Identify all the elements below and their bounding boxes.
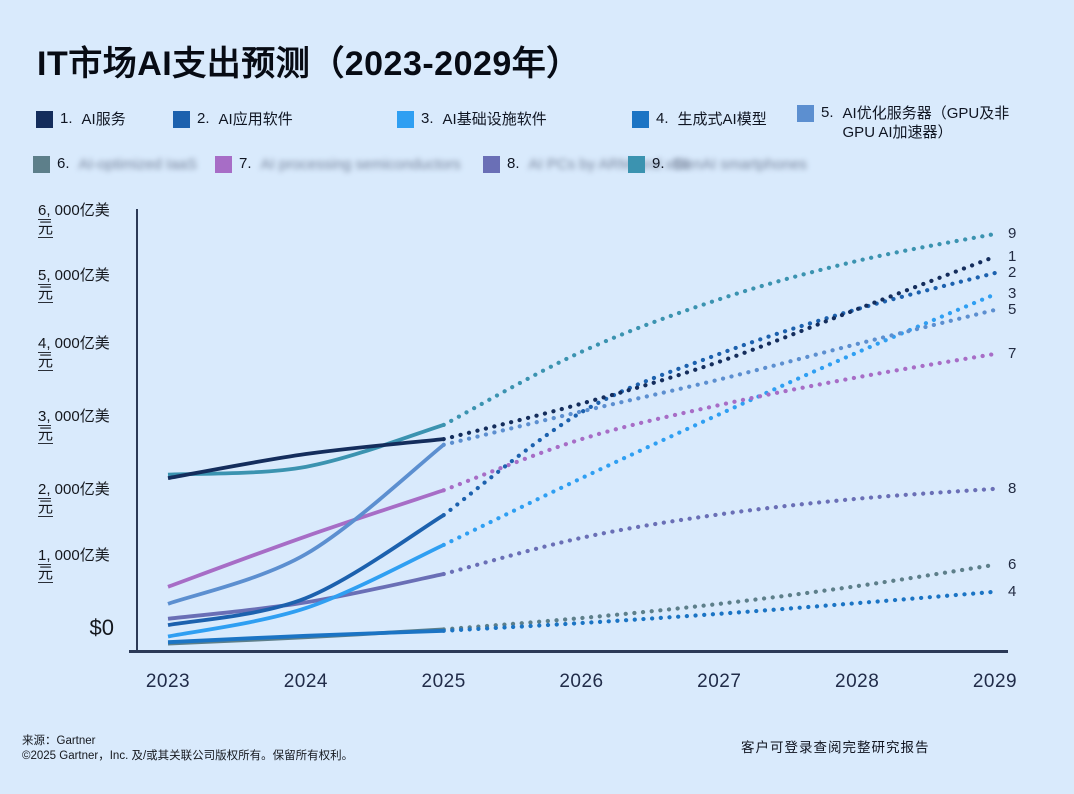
legend-item-ai-application-software: 2. AI应用软件 [173, 110, 293, 129]
series-line-forecast-9 [441, 231, 998, 428]
copyright-line: ©2025 Gartner，Inc. 及/或其关联公司版权所有。保留所有权利。 [22, 750, 354, 762]
legend-swatch-6 [33, 156, 50, 173]
x-tick-2026: 2026 [559, 671, 604, 692]
series-line-actual-3 [167, 543, 445, 639]
legend-swatch-7 [215, 156, 232, 173]
y-axis-line [136, 209, 138, 652]
y-tick-1000: 1, 000亿美元 [38, 547, 110, 583]
y-tick-6000: 6, 000亿美元 [38, 202, 110, 238]
series-line-forecast-6 [441, 562, 998, 632]
y-axis-zero-label: $0 [89, 615, 114, 640]
series-end-label-8: 8 [1008, 479, 1017, 497]
legend-swatch-5 [797, 105, 814, 122]
legend-item-ai-optimized-servers: 5. AI优化服务器（GPU及非GPU AI加速器） [797, 104, 1019, 142]
legend-item-genai-models: 4. 生成式AI模型 [632, 110, 767, 129]
series-line-forecast-4 [441, 589, 998, 633]
client-access-note: 客户可登录查阅完整研究报告 [741, 740, 930, 755]
legend-item-ai-services: 1. AI服务 [36, 110, 126, 129]
series-line-forecast-5 [441, 307, 998, 447]
x-tick-2024: 2024 [283, 671, 328, 692]
series-end-label-2: 2 [1008, 263, 1017, 281]
legend-item-ai-infrastructure-software: 3. AI基础设施软件 [397, 110, 547, 129]
legend-swatch-1 [36, 111, 53, 128]
series-line-actual-7 [167, 488, 445, 589]
page-title: IT市场AI支出预测（2023-2029年） [37, 45, 581, 83]
legend-num-1: 1. [60, 110, 73, 127]
x-tick-2023: 2023 [145, 671, 191, 692]
legend-item-ai-optimized-iaas: 6. AI-optimized IaaS [33, 155, 197, 174]
legend-label-1: AI服务 [81, 111, 126, 128]
legend-label-2: AI应用软件 [218, 111, 293, 128]
series-line-forecast-2 [441, 270, 998, 518]
legend-swatch-4 [632, 111, 649, 128]
legend-label-5: AI优化服务器（GPU及非GPU AI加速器） [842, 105, 1010, 141]
series-line-forecast-1 [441, 254, 998, 442]
legend-num-5: 5. [821, 104, 834, 121]
legend-swatch-3 [397, 111, 414, 128]
legend-swatch-9 [628, 156, 645, 173]
legend-swatch-8 [483, 156, 500, 173]
legend-num-9: 9. [652, 155, 665, 172]
series-line-actual-9 [167, 423, 445, 477]
x-axis-line [129, 650, 1008, 653]
y-tick-3000: 3, 000亿美元 [38, 408, 110, 444]
source-attribution: 来源：Gartner ©2025 Gartner，Inc. 及/或其关联公司版权… [22, 734, 353, 764]
legend-num-7: 7. [239, 155, 252, 172]
legend-label-8: AI PCs by ARM and x86 [528, 156, 690, 173]
x-tick-2025: 2025 [421, 671, 466, 692]
series-line-actual-1 [167, 437, 444, 481]
series-end-label-3: 3 [1008, 285, 1017, 303]
x-tick-2028: 2028 [835, 671, 880, 692]
y-tick-4000: 4, 000亿美元 [38, 335, 110, 371]
legend-item-genai-smartphones: 9. GenAI smartphones [628, 155, 807, 174]
legend-item-ai-processing-semiconductors: 7. AI processing semiconductors [215, 155, 461, 174]
y-tick-2000: 2, 000亿美元 [38, 481, 110, 517]
legend-swatch-2 [173, 111, 190, 128]
series-end-label-7: 7 [1008, 344, 1017, 362]
series-line-actual-2 [167, 513, 445, 628]
series-line-actual-4 [167, 628, 444, 645]
legend-label-4: 生成式AI模型 [677, 111, 767, 128]
y-tick-5000: 5, 000亿美元 [38, 267, 110, 303]
x-tick-2027: 2027 [697, 671, 742, 692]
legend-label-9: GenAI smartphones [673, 156, 807, 173]
legend-item-ai-pcs: 8. AI PCs by ARM and x86 [483, 155, 689, 174]
legend-num-2: 2. [197, 110, 210, 127]
series-line-forecast-3 [441, 292, 998, 548]
legend-num-4: 4. [656, 110, 669, 127]
series-line-forecast-7 [441, 351, 998, 493]
legend-label-7: AI processing semiconductors [260, 156, 461, 173]
legend-num-3: 3. [421, 110, 434, 127]
legend-label-6: AI-optimized IaaS [78, 156, 197, 173]
legend-label-3: AI基础设施软件 [442, 111, 547, 128]
series-end-label-9: 9 [1008, 224, 1017, 242]
x-tick-2029: 2029 [972, 671, 1018, 692]
series-end-label-4: 4 [1008, 582, 1017, 600]
series-line-forecast-8 [441, 486, 998, 577]
series-end-label-1: 1 [1008, 247, 1017, 265]
series-line-actual-8 [167, 572, 445, 621]
series-end-label-6: 6 [1008, 555, 1017, 573]
series-line-actual-5 [167, 443, 445, 606]
legend-num-8: 8. [507, 155, 520, 172]
legend-num-6: 6. [57, 155, 70, 172]
source-line: 来源：Gartner [22, 735, 96, 747]
series-end-label-5: 5 [1008, 300, 1017, 318]
